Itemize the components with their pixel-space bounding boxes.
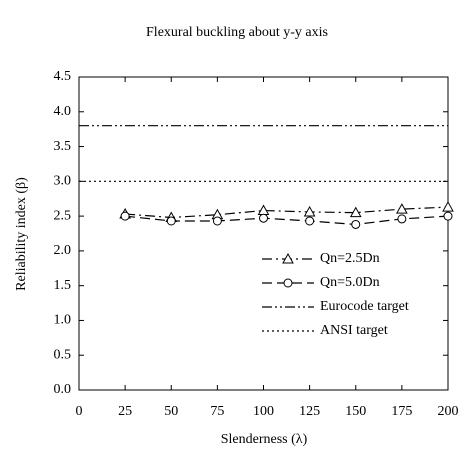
y-tick-label: 3.5 [54,139,72,154]
y-tick-label: 3.0 [54,174,72,189]
legend-marker [283,278,293,288]
marker-triangle [442,201,454,212]
marker-circle [397,214,407,224]
legend-marker [282,252,294,264]
x-tick-label: 75 [210,404,224,419]
x-tick-label: 50 [164,404,178,419]
marker-triangle [349,206,362,218]
marker-triangle [396,203,408,214]
x-tick-label: 25 [118,404,132,419]
x-tick-label: 200 [438,404,459,419]
marker-circle [212,216,222,226]
chart-title: Flexural buckling about y-y axis [146,25,328,40]
legend-label: Qn=2.5Dn [320,251,380,266]
y-tick-label: 0.5 [54,347,72,362]
marker-triangle [257,204,270,216]
x-tick-label: 100 [253,404,274,419]
x-tick-label: 125 [299,404,320,419]
legend-label: Qn=5.0Dn [320,275,380,290]
marker-circle [351,219,361,229]
series-line [125,215,449,226]
marker-circle [166,216,176,226]
marker-circle [305,216,315,226]
y-tick-label: 0.0 [54,382,72,397]
y-tick-label: 4.0 [54,104,72,119]
marker-circle [443,211,453,221]
x-tick-label: 150 [345,404,366,419]
marker-triangle [303,205,316,217]
y-axis-label: Reliability index (β) [14,177,29,291]
x-tick-label: 0 [76,404,83,419]
y-tick-label: 2.0 [54,243,72,258]
marker-circle [120,211,130,221]
marker-circle [259,213,268,223]
x-axis-label: Slenderness (λ) [221,432,308,447]
legend-label: ANSI target [320,323,388,338]
y-tick-label: 4.5 [54,69,72,84]
legend-label: Eurocode target [320,299,409,314]
series-line [125,206,449,219]
y-tick-label: 1.0 [54,313,72,328]
plot-frame [78,76,449,391]
x-tick-label: 175 [391,404,412,419]
y-tick-label: 2.5 [54,208,72,223]
y-tick-label: 1.5 [54,278,72,293]
